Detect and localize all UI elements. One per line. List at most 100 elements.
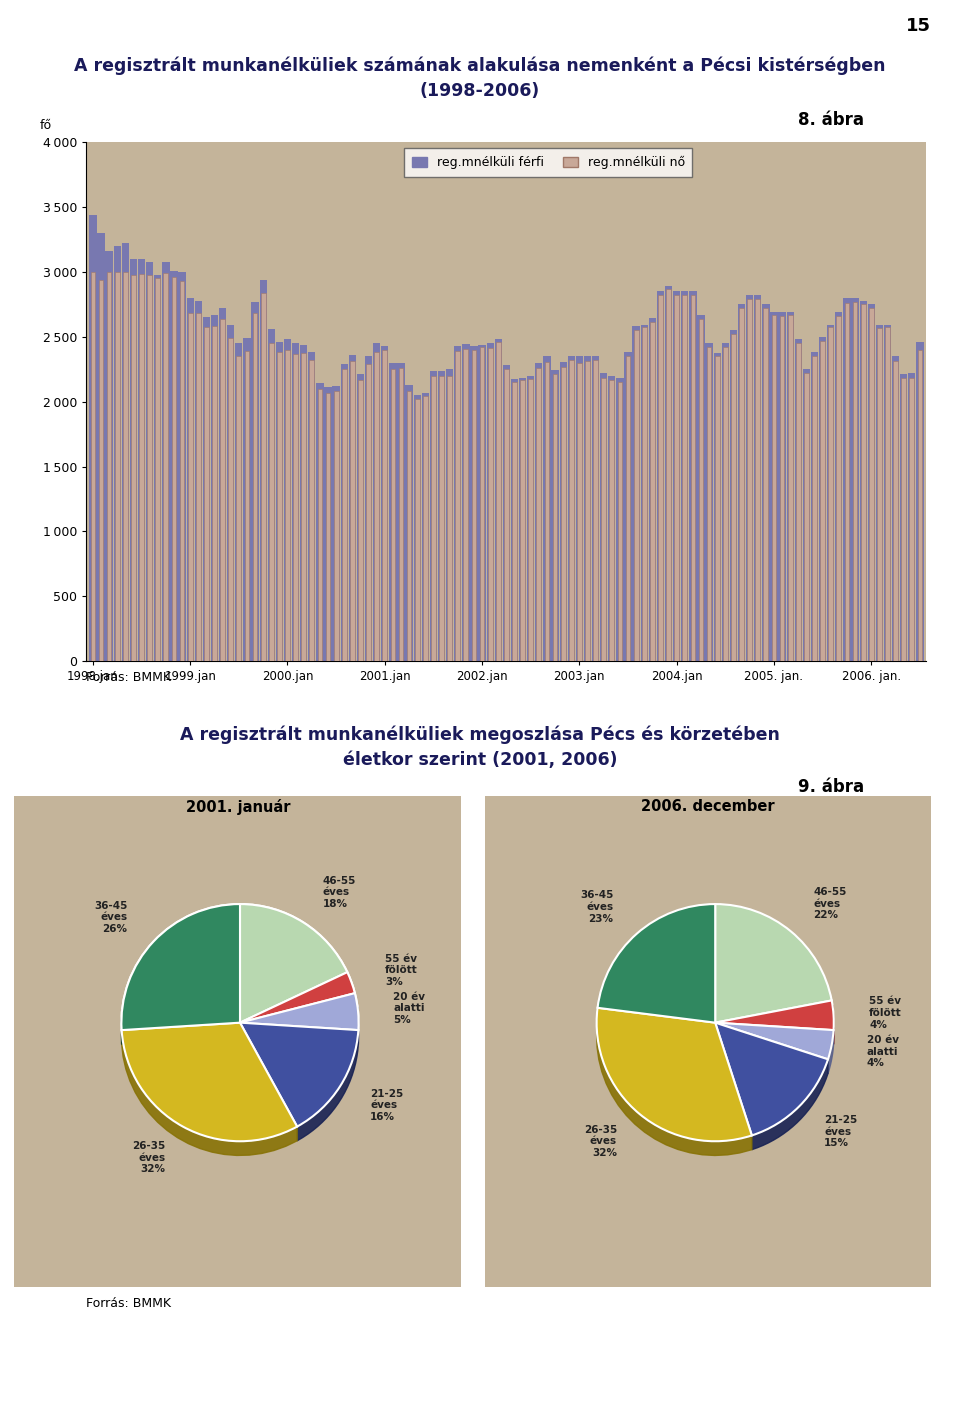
Bar	[617, 383, 622, 661]
Wedge shape	[715, 1001, 834, 1030]
Text: Forrás: BMMK: Forrás: BMMK	[86, 671, 172, 684]
Text: 8. ábra: 8. ábra	[798, 111, 864, 129]
Wedge shape	[240, 904, 348, 1022]
Bar	[106, 252, 112, 661]
Bar	[146, 262, 154, 661]
Bar	[876, 324, 883, 661]
Bar	[747, 299, 752, 661]
Bar	[366, 364, 371, 661]
Bar	[780, 316, 784, 661]
Bar	[179, 272, 185, 661]
Bar	[909, 378, 914, 661]
Bar	[569, 360, 574, 661]
Bar	[682, 292, 688, 661]
Bar	[243, 338, 251, 661]
Bar	[421, 392, 429, 661]
Text: 2006. december: 2006. december	[640, 799, 775, 815]
Bar	[610, 380, 614, 661]
Bar	[650, 321, 655, 661]
Text: életkor szerint (2001, 2006): életkor szerint (2001, 2006)	[343, 751, 617, 769]
Bar	[342, 370, 347, 661]
Wedge shape	[715, 904, 831, 1022]
Bar	[132, 274, 135, 661]
Bar	[480, 347, 485, 661]
Wedge shape	[596, 1008, 752, 1142]
Wedge shape	[240, 1022, 358, 1126]
Bar	[316, 383, 324, 661]
Bar	[640, 324, 648, 661]
Bar	[908, 373, 916, 661]
Bar	[633, 327, 639, 661]
Bar	[730, 330, 737, 661]
Bar	[236, 356, 241, 661]
Bar	[147, 274, 152, 661]
Bar	[348, 356, 356, 661]
Bar	[269, 343, 274, 661]
Bar	[626, 356, 631, 661]
Bar	[527, 375, 535, 661]
Bar	[659, 296, 662, 661]
Bar	[470, 346, 478, 661]
Bar	[916, 343, 924, 661]
Bar	[900, 374, 907, 661]
Bar	[689, 292, 697, 661]
Bar	[188, 313, 193, 661]
Bar	[738, 304, 745, 661]
Bar	[560, 363, 566, 661]
Bar	[415, 400, 420, 661]
Bar	[624, 353, 632, 661]
Wedge shape	[240, 973, 355, 1022]
Bar	[804, 373, 808, 661]
Text: A regisztrált munkanélküliek számának alakulása nemenként a Pécsi kistérségben: A regisztrált munkanélküliek számának al…	[74, 57, 886, 75]
Text: 55 év
fölött
4%: 55 év fölött 4%	[869, 997, 901, 1030]
Bar	[683, 296, 687, 661]
Wedge shape	[240, 904, 348, 1022]
Bar	[673, 290, 681, 661]
Bar	[828, 327, 833, 661]
Wedge shape	[240, 1022, 358, 1126]
Bar	[203, 317, 210, 661]
Bar	[584, 357, 591, 661]
Bar	[212, 327, 217, 661]
Bar	[358, 380, 363, 661]
Bar	[405, 385, 413, 661]
Bar	[893, 361, 898, 661]
Bar	[113, 246, 121, 661]
Bar	[235, 343, 243, 661]
Wedge shape	[597, 904, 715, 1022]
Wedge shape	[715, 1022, 828, 1135]
Bar	[341, 364, 348, 661]
Bar	[155, 274, 161, 661]
Bar	[300, 344, 307, 661]
Bar	[845, 303, 850, 661]
Bar	[123, 272, 128, 661]
Bar	[601, 378, 606, 661]
Bar	[391, 370, 396, 661]
Bar	[325, 392, 330, 661]
Bar	[763, 309, 768, 661]
Wedge shape	[121, 904, 240, 1030]
Bar	[138, 259, 145, 661]
Bar	[365, 356, 372, 661]
Bar	[478, 344, 486, 661]
Bar	[869, 309, 874, 661]
Bar	[324, 387, 331, 661]
Bar	[567, 356, 575, 661]
Bar	[608, 375, 615, 661]
Bar	[261, 293, 266, 661]
Text: 2001. január: 2001. január	[186, 799, 290, 815]
Bar	[852, 299, 858, 661]
Bar	[868, 304, 875, 661]
Bar	[115, 272, 120, 661]
Bar	[732, 334, 735, 661]
Bar	[520, 380, 525, 661]
Bar	[820, 341, 825, 661]
Bar	[819, 337, 827, 661]
Bar	[211, 314, 218, 661]
Bar	[357, 374, 364, 661]
Bar	[892, 357, 900, 661]
Bar	[186, 299, 194, 661]
Bar	[519, 378, 526, 661]
Bar	[471, 350, 476, 661]
Bar	[836, 316, 841, 661]
